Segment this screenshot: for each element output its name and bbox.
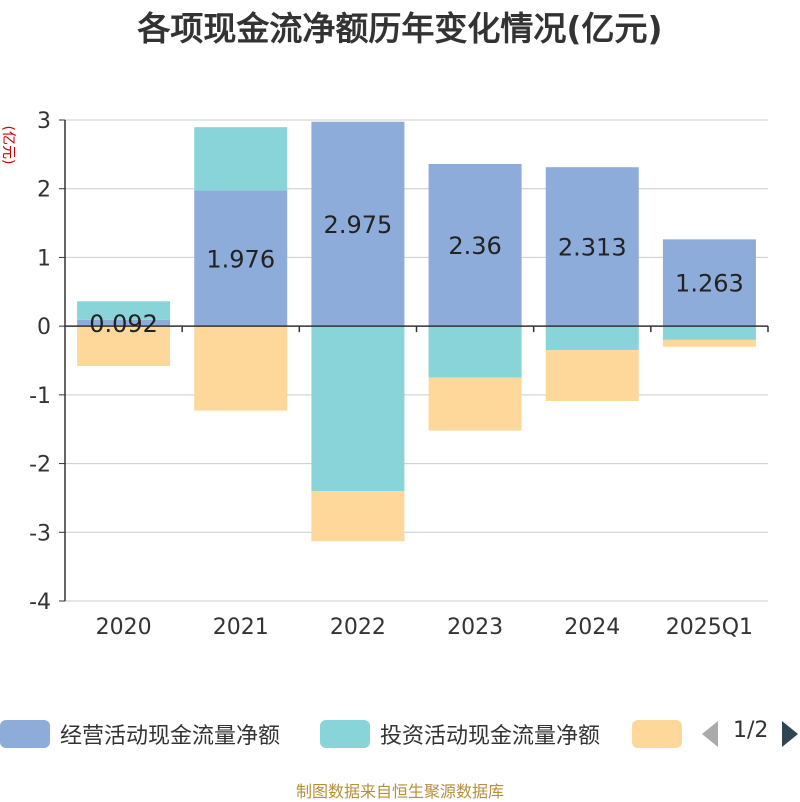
- y-tick-label: 0: [37, 315, 51, 340]
- y-tick-label: 1: [37, 246, 51, 271]
- axes: 3 2 1 0 -1 -2 -3 -4 2020 2021 2022 2023 2024 2025Q1: [29, 109, 769, 640]
- y-tick-label: 3: [37, 109, 51, 134]
- bar-investing-2020[interactable]: [77, 301, 171, 320]
- bar-financing-2021[interactable]: [194, 326, 288, 411]
- x-tick-label: 2020: [96, 615, 152, 640]
- y-tick-label: 2: [37, 178, 51, 203]
- data-labels: 0.092 1.976 2.975 2.36 2.313 1.263: [89, 211, 744, 338]
- y-axis-unit-label: (亿元): [0, 126, 16, 165]
- legend-swatch-operating[interactable]: [0, 720, 50, 748]
- chart-title: 各项现金流净额历年变化情况(亿元): [137, 9, 663, 48]
- bar-investing-2021[interactable]: [194, 127, 288, 191]
- legend-label-investing[interactable]: 投资活动现金流量净额: [380, 724, 601, 749]
- bar-investing-2022[interactable]: [311, 326, 405, 492]
- bar-operating-2021[interactable]: [194, 190, 288, 327]
- bar-financing-2025Q1[interactable]: [662, 339, 756, 347]
- bar-operating-2025Q1[interactable]: [662, 239, 756, 327]
- data-label: 2.36: [448, 232, 501, 260]
- y-tick-label: -2: [29, 453, 51, 478]
- grid-lines: [65, 119, 768, 602]
- data-label: 0.092: [89, 310, 158, 338]
- bar-investing-2025Q1[interactable]: [662, 326, 756, 340]
- data-label: 1.263: [675, 270, 744, 298]
- y-tick-label: -1: [29, 384, 51, 409]
- x-tick-label: 2021: [213, 615, 269, 640]
- legend-prev-icon[interactable]: [700, 719, 722, 749]
- bar-financing-2020[interactable]: [77, 326, 171, 366]
- legend-label-operating[interactable]: 经营活动现金流量净额: [60, 724, 281, 749]
- data-label: 2.313: [558, 234, 627, 262]
- x-tick-label: 2022: [330, 615, 386, 640]
- bar-financing-2022[interactable]: [311, 491, 405, 542]
- x-tick-label: 2023: [447, 615, 503, 640]
- x-tick-label: 2024: [564, 615, 620, 640]
- data-label: 2.975: [324, 211, 393, 239]
- bar-operating-2022[interactable]: [311, 121, 405, 327]
- bar-operating-2023[interactable]: [428, 163, 522, 327]
- bar-financing-2023[interactable]: [428, 377, 522, 431]
- bars: [77, 121, 756, 542]
- bar-investing-2024[interactable]: [545, 326, 639, 351]
- legend-next-icon[interactable]: [780, 719, 800, 749]
- y-tick-label: -4: [29, 590, 51, 615]
- bar-operating-2024[interactable]: [545, 167, 639, 327]
- data-label: 1.976: [206, 245, 275, 273]
- bar-financing-2024[interactable]: [545, 350, 639, 402]
- x-tick-label: 2025Q1: [666, 615, 753, 640]
- legend-swatch-financing[interactable]: [632, 720, 682, 748]
- legend-page-indicator: 1/2: [733, 718, 769, 743]
- source-note: 制图数据来自恒生聚源数据库: [295, 782, 504, 801]
- bar-operating-2020[interactable]: [77, 319, 171, 327]
- y-tick-label: -3: [29, 521, 51, 546]
- legend-swatch-investing[interactable]: [320, 720, 370, 748]
- bar-investing-2023[interactable]: [428, 326, 522, 378]
